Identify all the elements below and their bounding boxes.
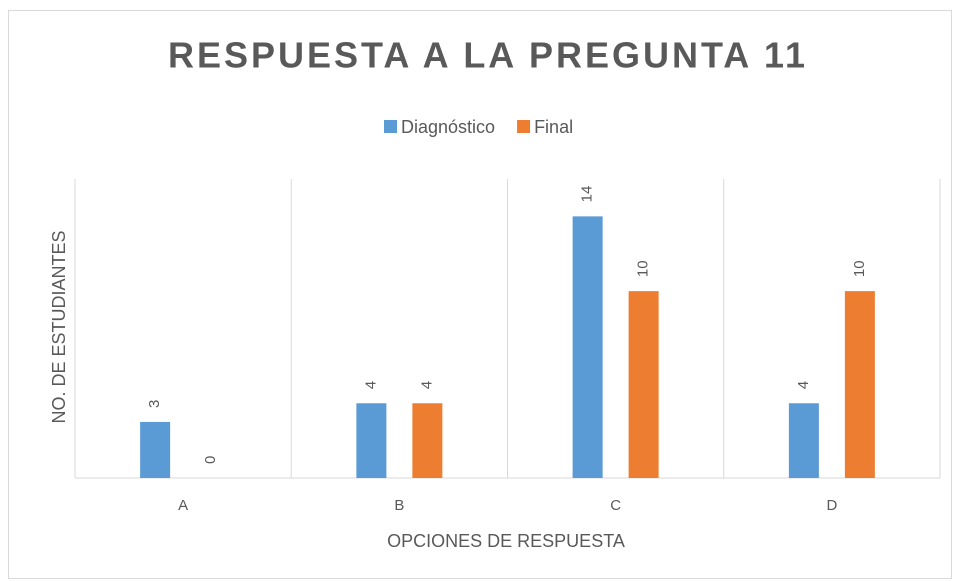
value-label: 4 — [418, 381, 435, 389]
value-label: 3 — [146, 400, 163, 408]
bar — [628, 291, 659, 478]
chart-border — [8, 10, 952, 579]
value-label: 4 — [795, 381, 812, 389]
value-label: 4 — [362, 381, 379, 389]
bar — [572, 216, 603, 478]
legend-swatch — [384, 120, 397, 133]
x-tick-label: B — [394, 497, 404, 514]
value-label: 0 — [202, 456, 219, 464]
x-tick-label: C — [610, 497, 621, 514]
legend-label: Diagnóstico — [401, 117, 495, 137]
bar — [844, 291, 875, 478]
x-axis-title: OPCIONES DE RESPUESTA — [387, 531, 625, 551]
bar — [788, 403, 819, 478]
value-label: 10 — [851, 260, 868, 277]
legend-swatch — [517, 120, 531, 133]
y-axis-title: NO. DE ESTUDIANTES — [49, 230, 69, 423]
bar — [412, 403, 443, 478]
legend-label: Final — [534, 117, 573, 137]
bar — [356, 403, 387, 478]
bar — [140, 421, 171, 478]
value-label: 14 — [579, 186, 596, 203]
x-tick-label: A — [178, 497, 188, 514]
x-tick-label: D — [826, 497, 837, 514]
chart-title: RESPUESTA A LA PREGUNTA 11 — [168, 35, 808, 76]
value-label: 10 — [635, 260, 652, 277]
